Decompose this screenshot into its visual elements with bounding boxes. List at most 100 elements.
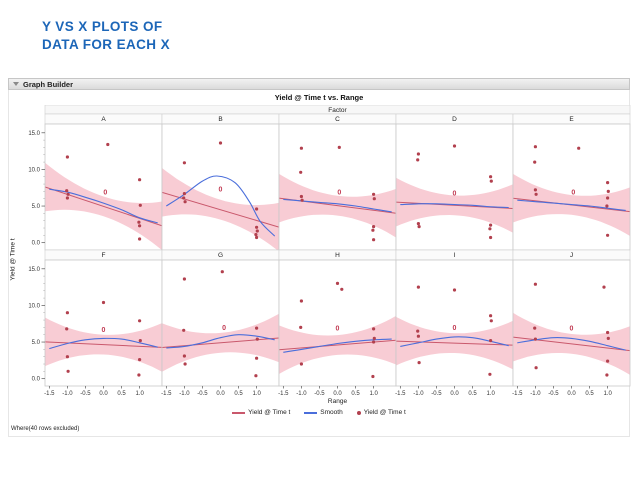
scatter-point[interactable] — [534, 366, 538, 370]
scatter-point[interactable] — [606, 233, 610, 237]
x-tick-label: 0.5 — [234, 391, 243, 397]
scatter-point[interactable] — [299, 194, 303, 199]
scatter-point[interactable] — [65, 327, 69, 331]
scatter-point[interactable] — [489, 223, 493, 227]
scatter-point[interactable] — [416, 285, 420, 289]
smooth-line — [49, 337, 158, 350]
scatter-point[interactable] — [371, 374, 375, 379]
scatter-point[interactable] — [182, 192, 186, 196]
scatter-point[interactable] — [255, 326, 259, 330]
scatter-point[interactable] — [372, 197, 376, 201]
scatter-point[interactable] — [66, 369, 70, 373]
scatter-point[interactable] — [182, 354, 186, 358]
scatter-point[interactable] — [416, 152, 420, 156]
scatter-point[interactable] — [335, 281, 340, 285]
scatter-point[interactable] — [337, 145, 341, 149]
scatter-point[interactable] — [220, 270, 224, 274]
scatter-point[interactable] — [106, 142, 110, 147]
scatter-point[interactable] — [137, 220, 141, 224]
scatter-point[interactable] — [489, 179, 493, 183]
scatter-point[interactable] — [417, 225, 421, 229]
scatter-point[interactable] — [138, 358, 142, 362]
scatter-point[interactable] — [489, 319, 493, 323]
scatter-point[interactable] — [255, 229, 259, 233]
scatter-point[interactable] — [138, 237, 142, 241]
scatter-point[interactable] — [371, 228, 375, 232]
scatter-point[interactable] — [101, 300, 106, 305]
scatter-point[interactable] — [452, 288, 457, 292]
scatter-point[interactable] — [488, 372, 492, 376]
scatter-point[interactable] — [533, 282, 537, 286]
scatter-point[interactable] — [299, 170, 303, 174]
scatter-point[interactable] — [534, 192, 538, 196]
scatter-point[interactable] — [183, 362, 187, 366]
scatter-point[interactable] — [138, 319, 142, 323]
scatter-point[interactable] — [372, 225, 376, 229]
scatter-point[interactable] — [416, 334, 420, 338]
scatter-point[interactable] — [605, 373, 609, 377]
scatter-point[interactable] — [533, 326, 537, 330]
scatter-point[interactable] — [452, 144, 457, 148]
scatter-point[interactable] — [372, 192, 376, 196]
scatter-point[interactable] — [372, 336, 376, 340]
scatter-point[interactable] — [182, 161, 186, 165]
scatter-point[interactable] — [65, 311, 69, 315]
scatter-point[interactable] — [372, 327, 376, 331]
scatter-point[interactable] — [489, 339, 493, 343]
scatter-point[interactable] — [138, 203, 142, 207]
scatter-point[interactable] — [417, 361, 421, 365]
scatter-point[interactable] — [218, 141, 223, 145]
scatter-point[interactable] — [533, 337, 537, 341]
scatter-point[interactable] — [138, 339, 142, 343]
scatter-point[interactable] — [183, 200, 187, 204]
scatter-point[interactable] — [605, 204, 609, 208]
scatter-point[interactable] — [416, 329, 420, 333]
scatter-point[interactable] — [606, 196, 610, 200]
scatter-point[interactable] — [66, 192, 70, 196]
scatter-point[interactable] — [489, 175, 493, 179]
scatter-point[interactable] — [255, 356, 259, 360]
scatter-point[interactable] — [340, 287, 344, 291]
scatter-point[interactable] — [299, 146, 303, 150]
scatter-point[interactable] — [255, 235, 259, 240]
smooth-line — [517, 199, 626, 211]
scatter-point[interactable] — [65, 355, 69, 359]
scatter-point[interactable] — [182, 196, 186, 200]
scatter-point[interactable] — [372, 340, 376, 344]
scatter-point[interactable] — [255, 207, 259, 211]
scatter-point[interactable] — [255, 337, 259, 341]
scatter-point[interactable] — [489, 314, 493, 318]
scatter-point[interactable] — [416, 222, 420, 226]
scatter-point[interactable] — [533, 145, 537, 149]
scatter-point[interactable] — [65, 196, 69, 200]
scatter-point[interactable] — [577, 146, 581, 150]
scatter-point[interactable] — [254, 233, 258, 237]
scatter-point[interactable] — [488, 227, 492, 231]
scatter-point[interactable] — [602, 285, 606, 289]
scatter-point[interactable] — [138, 224, 142, 228]
scatter-point[interactable] — [65, 189, 69, 193]
scatter-point[interactable] — [137, 373, 141, 377]
scatter-point[interactable] — [255, 225, 259, 229]
disclosure-triangle-icon[interactable] — [13, 82, 19, 86]
scatter-point[interactable] — [416, 158, 420, 162]
scatter-point[interactable] — [299, 299, 303, 303]
report-header[interactable]: Graph Builder — [8, 78, 630, 90]
scatter-point[interactable] — [606, 181, 610, 185]
scatter-point[interactable] — [300, 198, 304, 202]
scatter-point[interactable] — [372, 238, 376, 242]
scatter-point[interactable] — [606, 330, 610, 335]
scatter-point[interactable] — [138, 178, 142, 182]
scatter-point[interactable] — [606, 336, 610, 340]
scatter-point[interactable] — [182, 328, 186, 332]
scatter-point[interactable] — [182, 277, 186, 281]
scatter-point[interactable] — [254, 374, 258, 378]
scatter-point[interactable] — [606, 189, 610, 193]
scatter-point[interactable] — [606, 359, 610, 363]
scatter-point[interactable] — [533, 160, 537, 164]
scatter-point[interactable] — [299, 362, 303, 366]
scatter-point[interactable] — [299, 325, 303, 329]
scatter-point[interactable] — [65, 155, 69, 159]
scatter-point[interactable] — [489, 235, 493, 240]
scatter-point[interactable] — [533, 188, 537, 192]
